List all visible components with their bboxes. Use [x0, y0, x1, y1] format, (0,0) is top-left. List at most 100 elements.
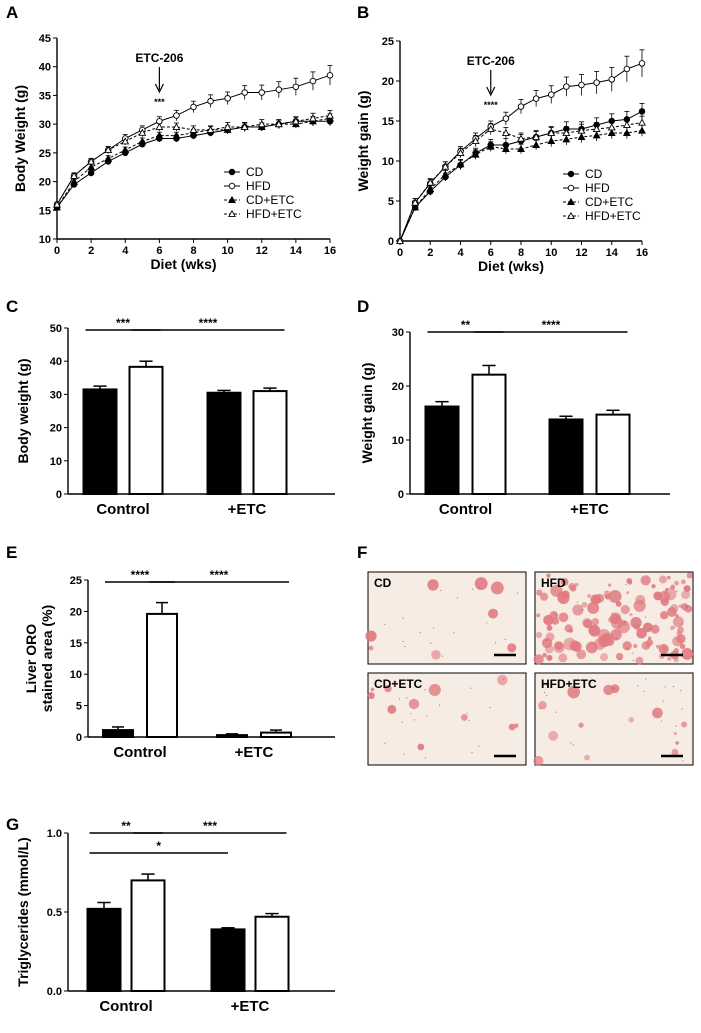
lipid-droplet — [647, 636, 652, 641]
nucleus-speck — [664, 686, 666, 688]
lipid-droplet — [585, 641, 598, 654]
micrograph-label: HFD+ETC — [541, 677, 597, 691]
micrograph-hfd-etc: HFD+ETC — [533, 672, 694, 766]
nucleus-speck — [466, 712, 468, 714]
annotation-label: ETC-206 — [135, 51, 183, 65]
lipid-droplet — [650, 624, 660, 634]
panel-letter-e: E — [6, 543, 17, 562]
lipid-droplet — [508, 723, 516, 731]
lipid-droplet — [681, 648, 694, 660]
legend-marker — [567, 211, 575, 220]
panel-letter-b: B — [357, 3, 369, 22]
nucleus-speck — [555, 711, 557, 713]
data-point — [241, 89, 248, 96]
x-tick-label: 2 — [88, 245, 94, 257]
y-tick-label: 45 — [39, 33, 51, 45]
nucleus-speck — [681, 708, 683, 710]
lipid-droplet — [667, 575, 671, 580]
lipid-droplet — [607, 583, 612, 587]
data-point — [548, 91, 555, 98]
data-point — [53, 200, 61, 208]
data-point — [622, 120, 631, 129]
data-point — [517, 144, 525, 153]
significance-label: *** — [116, 316, 130, 330]
lipid-droplet — [561, 590, 570, 599]
lipid-droplet — [474, 577, 488, 591]
lipid-droplet — [408, 698, 420, 710]
nucleus-speck — [478, 587, 480, 589]
lipid-droplet — [578, 722, 584, 728]
data-point — [608, 76, 616, 83]
nucleus-speck — [557, 578, 559, 580]
lipid-droplet — [542, 652, 547, 658]
data-point — [257, 120, 266, 128]
bar-chart-g: 0.0 0.5 1.0 Control +ETC Triglycerides (mmol/… — [15, 819, 335, 1015]
nucleus-speck — [660, 720, 663, 722]
y-tick-label: 20 — [50, 423, 62, 435]
lipid-droplet — [659, 575, 668, 584]
data-point — [411, 203, 420, 211]
y-tick-label: 20 — [39, 177, 51, 189]
panel-letter-g: G — [6, 815, 19, 834]
data-point — [240, 122, 249, 131]
y-tick-label: 0 — [388, 236, 394, 248]
significance-label: *** — [154, 97, 165, 107]
group-label: Control — [96, 501, 149, 518]
y-tick-label: 35 — [39, 90, 51, 102]
data-point — [486, 124, 495, 133]
lipid-droplet — [538, 700, 547, 710]
data-point — [638, 108, 646, 115]
y-tick-label: 25 — [39, 148, 51, 160]
lipid-droplet — [678, 604, 683, 609]
nucleus-speck — [398, 698, 401, 700]
data-point — [70, 171, 79, 179]
y-tick-label: 15 — [382, 116, 394, 128]
series-line-hfd-etc — [399, 122, 643, 242]
lipid-droplet — [545, 632, 555, 642]
data-point — [638, 60, 646, 67]
line-chart-a: 10 15 20 25 30 35 40 45 0 2 4 6 8 10 12 14 16 Diet (wks) B… — [12, 33, 336, 272]
bar-white — [254, 915, 290, 992]
lipid-droplet — [587, 602, 600, 614]
nucleus-speck — [632, 659, 635, 662]
nucleus-speck — [433, 627, 435, 629]
lipid-droplet — [667, 656, 672, 661]
data-point — [577, 132, 586, 141]
lipid-droplet — [558, 612, 569, 623]
x-tick-label: 6 — [156, 245, 162, 257]
nucleus-speck — [440, 589, 442, 592]
nucleus-speck — [682, 760, 684, 762]
data-point — [87, 169, 95, 177]
data-point — [532, 140, 541, 149]
lipid-droplet — [460, 713, 468, 721]
data-point — [291, 117, 300, 125]
group-label: Control — [439, 501, 492, 518]
nucleus-speck — [685, 606, 688, 608]
lipid-droplet — [546, 625, 553, 631]
legend-label: CD+ETC — [585, 195, 634, 209]
y-tick-label: 40 — [50, 356, 62, 368]
y-tick-label: 0 — [56, 489, 62, 501]
lipid-droplet — [533, 755, 544, 766]
nucleus-speck — [472, 588, 474, 590]
nucleus-speck — [613, 687, 615, 689]
lipid-droplet — [588, 624, 599, 636]
group-label: Control — [99, 998, 152, 1015]
data-point — [638, 126, 646, 134]
nucleus-speck — [606, 591, 608, 593]
lipid-droplet — [630, 616, 642, 629]
lipid-droplet — [675, 614, 679, 618]
lipid-droplet — [674, 580, 679, 586]
lipid-droplet — [681, 579, 686, 585]
data-point — [207, 97, 214, 105]
legend-label: CD — [246, 165, 264, 179]
nucleus-speck — [402, 617, 404, 619]
data-point — [592, 124, 601, 133]
lipid-droplet — [552, 612, 557, 617]
bar-black — [548, 418, 584, 496]
data-point — [592, 131, 601, 139]
lipid-droplet — [679, 643, 686, 650]
nucleus-speck — [539, 707, 541, 709]
lipid-droplet — [635, 656, 644, 665]
